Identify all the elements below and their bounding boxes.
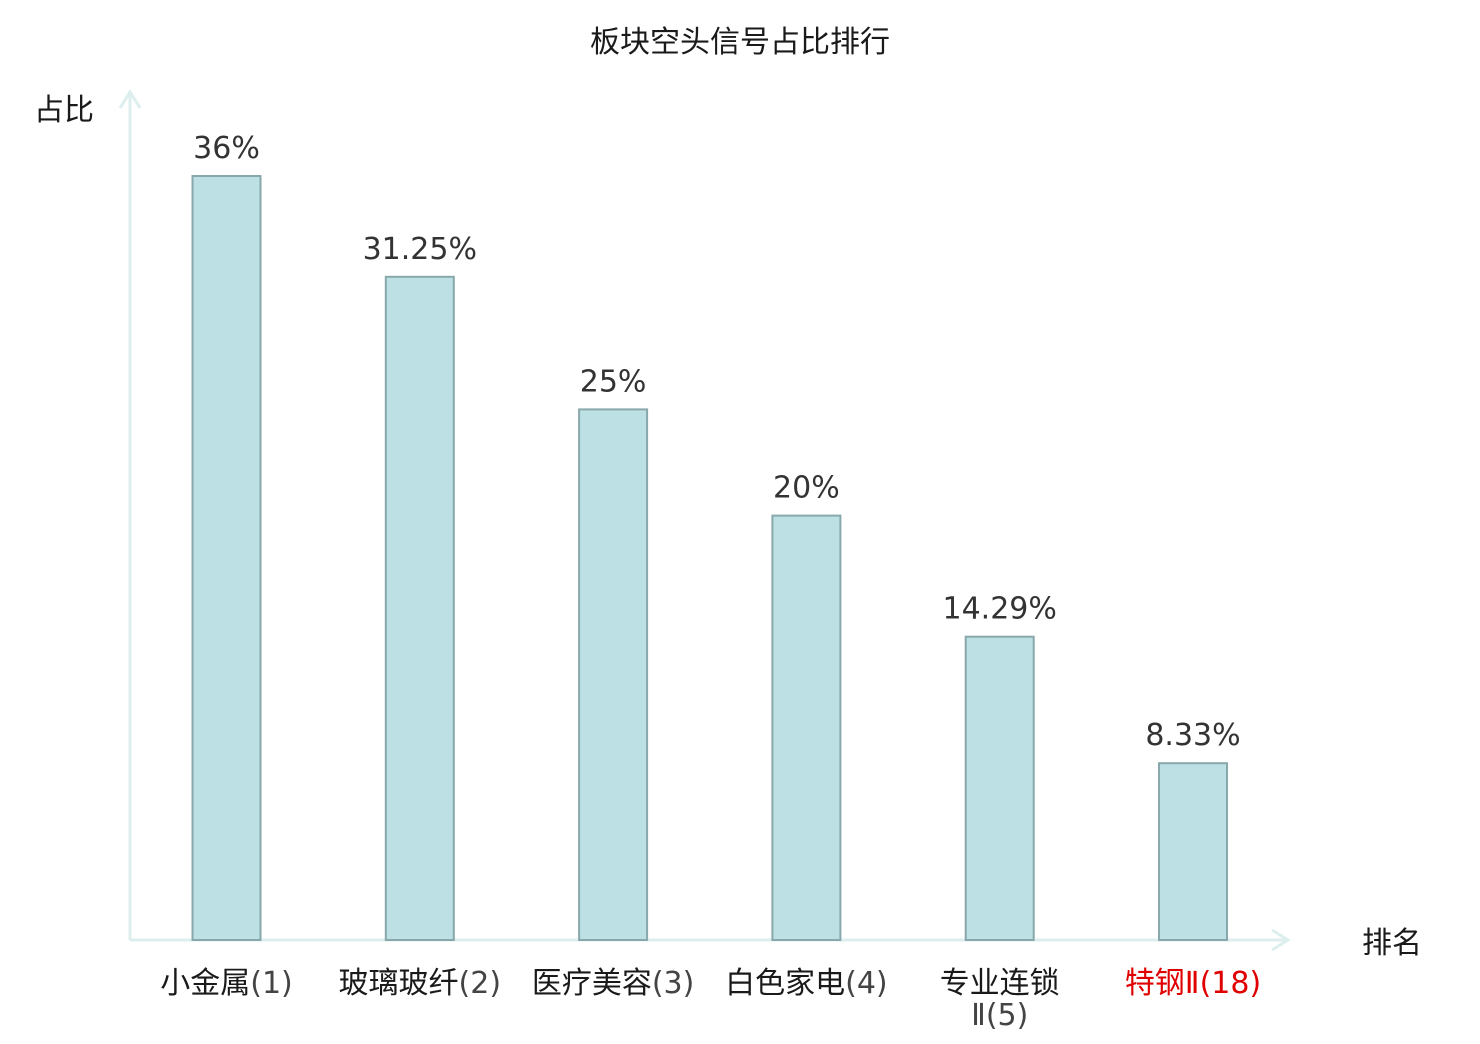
chart-title: 板块空头信号占比排行 [590, 25, 890, 60]
data-label: 20% [773, 471, 840, 506]
data-label: 14.29% [943, 592, 1057, 627]
x-axis-arrow [1271, 928, 1291, 952]
x-tick-label: 专业连锁 Ⅱ(5) [940, 966, 1060, 1033]
bar [964, 635, 1035, 941]
bar [191, 175, 262, 941]
x-tick-label: 医疗美容(3) [532, 966, 695, 1001]
category-labels-group: 小金属(1) 玻璃玻纤(2) 医疗美容(3) 白色家电(4) 专业连锁 Ⅱ(5) 特钢Ⅱ(1… [160, 966, 1261, 1033]
data-label: 25% [580, 364, 647, 399]
y-axis-arrow [118, 89, 142, 109]
bar [578, 408, 649, 941]
value-labels-group: 36% 31.25% 25% 20% 14.29% 8.33% [193, 131, 1241, 753]
x-tick-label: 小金属(1) [160, 966, 293, 1001]
x-tick-label: 特钢Ⅱ(18) [1125, 966, 1261, 1001]
bar [771, 514, 842, 941]
data-label: 8.33% [1145, 718, 1240, 753]
data-label: 36% [193, 131, 260, 166]
y-axis-label: 占比 [34, 93, 94, 128]
bar [384, 275, 455, 941]
x-tick-label: 玻璃玻纤(2) [339, 966, 502, 1001]
x-tick-label: 白色家电(4) [725, 966, 888, 1001]
bar [1158, 762, 1228, 942]
x-axis-label: 排名 [1362, 926, 1422, 961]
data-label: 31.25% [363, 232, 477, 267]
axes [118, 89, 1291, 952]
bars-group [191, 175, 1228, 942]
